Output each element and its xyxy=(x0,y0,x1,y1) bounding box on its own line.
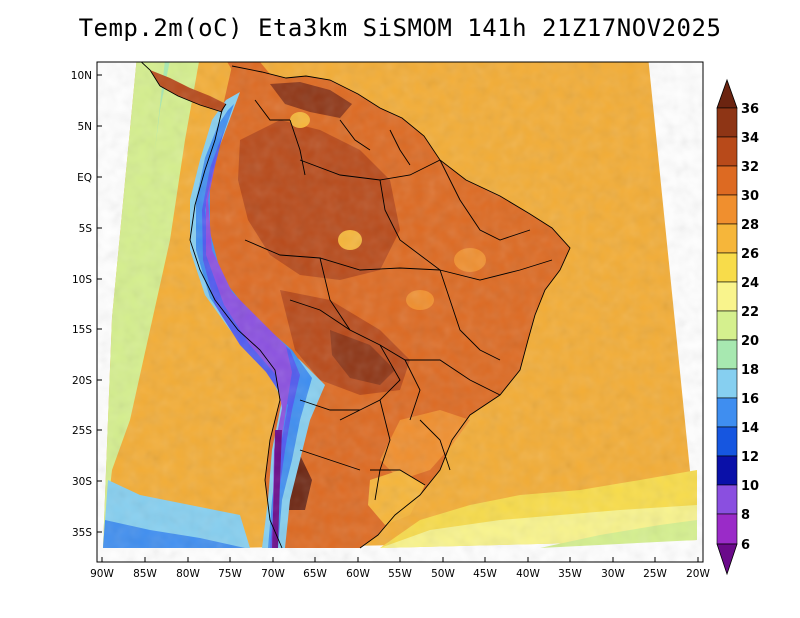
colorbar-segment xyxy=(716,252,738,283)
colorbar-label-20: 20 xyxy=(741,334,759,349)
lat-label-30s: 30S xyxy=(72,476,92,488)
lat-label-35s: 35S xyxy=(72,527,92,539)
colorbar-segment xyxy=(716,368,738,399)
colorbar-segment xyxy=(716,281,738,312)
model-texture xyxy=(97,62,703,562)
lon-label-25w: 25W xyxy=(643,568,667,580)
lon-label-70w: 70W xyxy=(261,568,285,580)
lon-label-75w: 75W xyxy=(218,568,242,580)
colorbar-label-14: 14 xyxy=(741,421,759,436)
lat-label-20s: 20S xyxy=(72,375,92,387)
colorbar-bottom-triangle xyxy=(716,543,738,576)
lat-label-15s: 15S xyxy=(72,324,92,336)
lon-label-35w: 35W xyxy=(558,568,582,580)
lat-label-10n: 10N xyxy=(71,70,92,82)
colorbar-label-8: 8 xyxy=(741,508,750,523)
colorbar-segment xyxy=(716,484,738,515)
colorbar-label-26: 26 xyxy=(741,247,759,262)
lon-label-55w: 55W xyxy=(388,568,412,580)
colorbar-segment xyxy=(716,165,738,196)
colorbar-top-triangle xyxy=(716,78,738,109)
colorbar-label-6: 6 xyxy=(741,538,750,553)
longitude-axis: 90W 85W 80W 75W 70W 65W 60W 55W 50W 45W … xyxy=(90,557,710,580)
colorbar-segment xyxy=(716,455,738,486)
lon-label-60w: 60W xyxy=(346,568,370,580)
colorbar-label-12: 12 xyxy=(741,450,759,465)
lon-label-40w: 40W xyxy=(516,568,540,580)
colorbar-segment xyxy=(716,397,738,428)
colorbar-segment xyxy=(716,136,738,167)
lat-label-5n: 5N xyxy=(77,121,92,133)
lat-label-eq: EQ xyxy=(77,172,92,184)
colorbar-segment xyxy=(716,426,738,457)
lon-label-65w: 65W xyxy=(303,568,327,580)
colorbar-label-22: 22 xyxy=(741,305,759,320)
lon-label-80w: 80W xyxy=(176,568,200,580)
colorbar-label-10: 10 xyxy=(741,479,759,494)
lon-label-30w: 30W xyxy=(601,568,625,580)
colorbar-label-30: 30 xyxy=(741,189,759,204)
lat-label-5s: 5S xyxy=(79,223,93,235)
latitude-axis: 10N 5N EQ 5S 10S 15S 20S 25S 30S 35S xyxy=(71,70,102,539)
colorbar-segment xyxy=(716,107,738,138)
lat-label-10s: 10S xyxy=(72,274,92,286)
colorbar-segment xyxy=(716,513,738,545)
lon-label-20w: 20W xyxy=(686,568,710,580)
colorbar-label-18: 18 xyxy=(741,363,759,378)
colorbar-label-32: 32 xyxy=(741,160,759,175)
lon-label-50w: 50W xyxy=(431,568,455,580)
colorbar-label-36: 36 xyxy=(741,102,759,117)
colorbar-label-34: 34 xyxy=(741,131,759,146)
colorbar-segment xyxy=(716,194,738,225)
lon-label-45w: 45W xyxy=(473,568,497,580)
political-borders xyxy=(140,62,571,549)
colorbar-segment xyxy=(716,339,738,370)
lat-label-25s: 25S xyxy=(72,425,92,437)
colorbar-label-24: 24 xyxy=(741,276,759,291)
colorbar-label-28: 28 xyxy=(741,218,759,233)
colorbar: 36 34 32 30 28 26 24 22 20 18 16 14 12 1… xyxy=(716,78,759,576)
lon-label-85w: 85W xyxy=(133,568,157,580)
colorbar-label-16: 16 xyxy=(741,392,759,407)
lon-label-90w: 90W xyxy=(90,568,114,580)
colorbar-segment xyxy=(716,310,738,341)
colorbar-segment xyxy=(716,223,738,254)
map-title: Temp.2m(oC) Eta3km SiSMOM 141h 21Z17NOV2… xyxy=(78,14,722,42)
